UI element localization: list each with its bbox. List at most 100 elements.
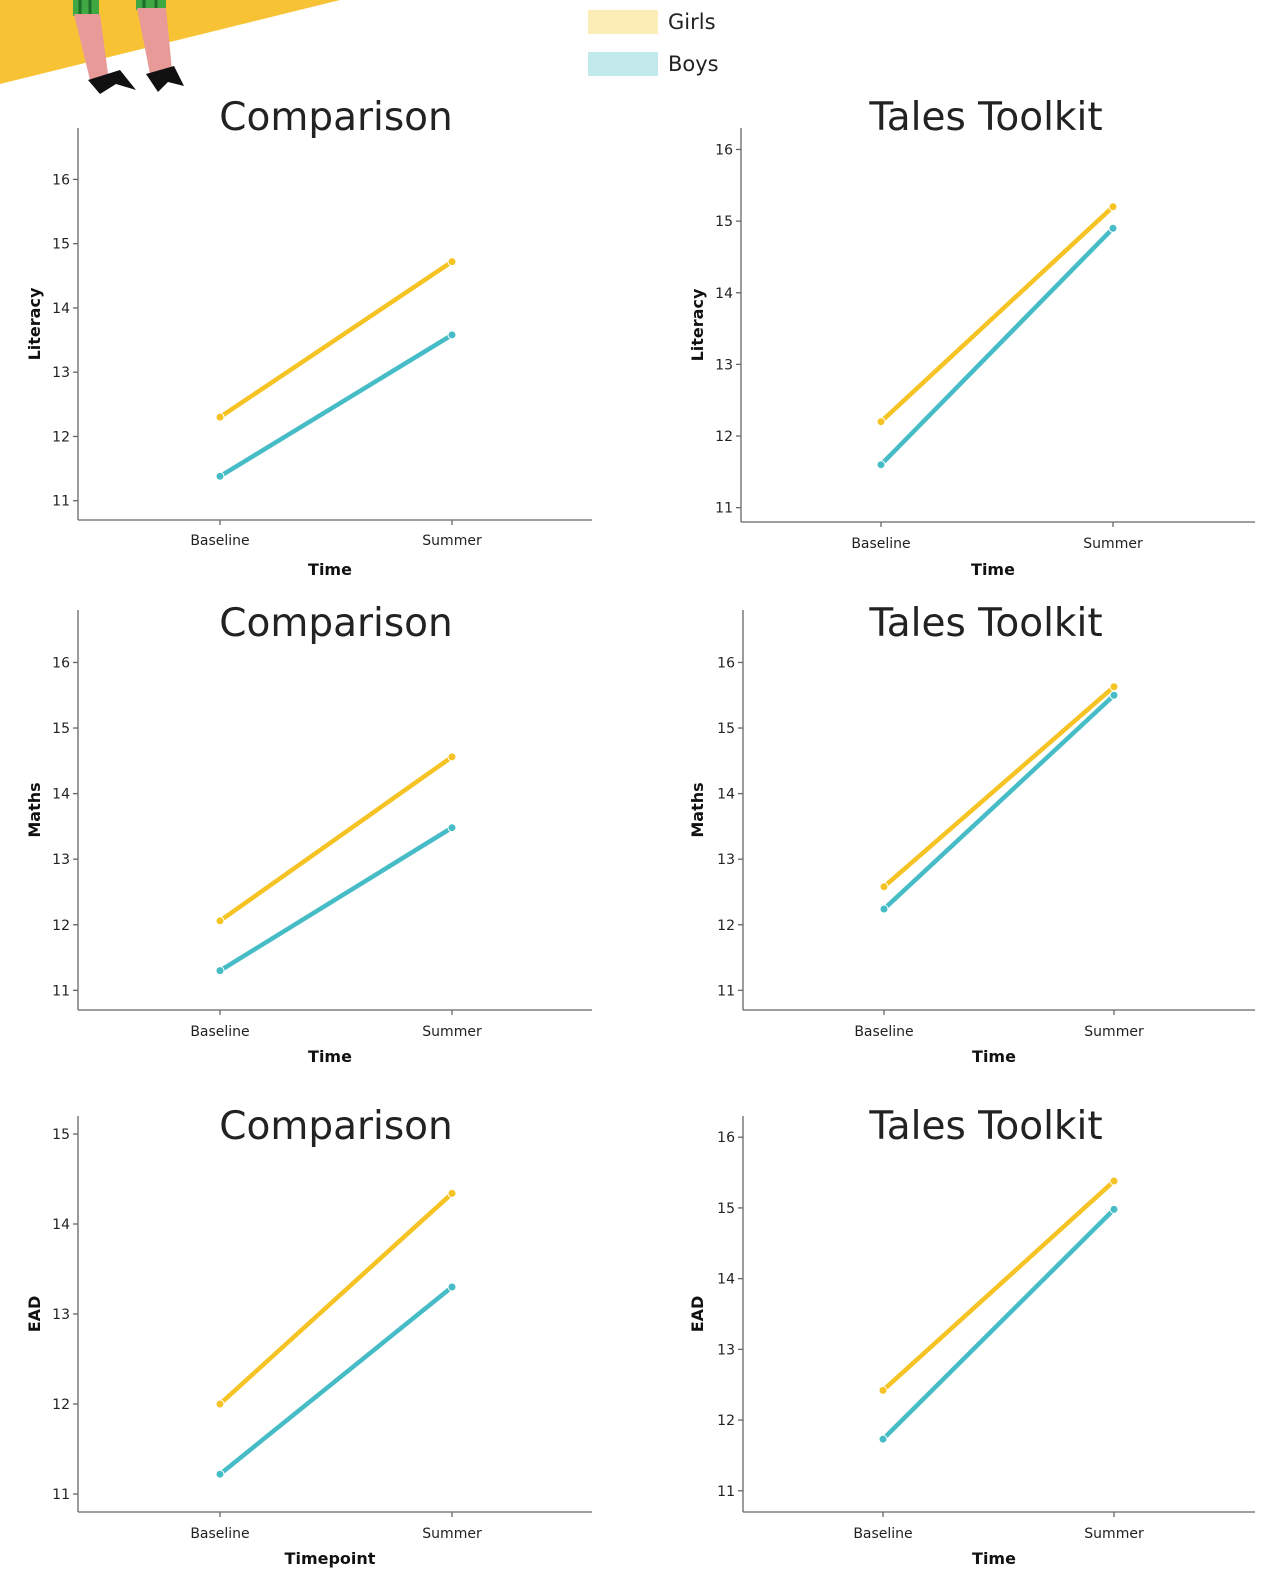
y-tick-label: 13 bbox=[52, 365, 70, 381]
x-axis-title: Time bbox=[971, 560, 1015, 579]
x-tick-label-baseline: Baseline bbox=[853, 1526, 912, 1542]
x-tick-label-baseline: Baseline bbox=[851, 536, 910, 552]
y-tick-label: 14 bbox=[52, 787, 70, 803]
y-tick-label: 15 bbox=[52, 1127, 70, 1143]
chart-maths-tales-toolkit: Tales Toolkit 11 12 13 14 15 16 Baseline Summer T… bbox=[688, 601, 1255, 1066]
x-tick-label-summer: Summer bbox=[422, 1024, 482, 1040]
x-tick-label-baseline: Baseline bbox=[854, 1024, 913, 1040]
y-tick-label: 12 bbox=[52, 429, 70, 445]
y-tick-label: 13 bbox=[715, 357, 733, 373]
chart-title: Tales Toolkit bbox=[868, 95, 1102, 140]
data-point-boys-baseline bbox=[215, 471, 225, 481]
y-tick-label: 13 bbox=[52, 852, 70, 868]
chart-ead-comparison: Comparison 11 12 13 14 15 Baseline Summer Timepo… bbox=[25, 1104, 592, 1568]
x-tick-label-summer: Summer bbox=[422, 1526, 482, 1542]
series-line-boys bbox=[217, 1284, 455, 1477]
x-axis-title: Time bbox=[308, 1047, 352, 1066]
data-point-girls-baseline bbox=[215, 916, 225, 926]
y-tick-label: 11 bbox=[52, 494, 70, 510]
data-point-boys-summer bbox=[447, 330, 457, 340]
data-point-boys-baseline bbox=[215, 1469, 225, 1479]
y-tick-label: 16 bbox=[717, 655, 735, 671]
series-line-girls bbox=[880, 1178, 1117, 1393]
y-tick-label: 11 bbox=[52, 1487, 70, 1503]
x-axis-title: Time bbox=[308, 560, 352, 579]
legend-swatch-boys bbox=[588, 52, 658, 76]
data-point-girls-baseline bbox=[879, 882, 889, 892]
chart-literacy-tales-toolkit: Tales Toolkit 11 12 13 14 15 16 Baseline Summer T… bbox=[688, 95, 1255, 579]
data-point-girls-summer bbox=[1108, 202, 1118, 212]
legend-item-girls: Girls bbox=[588, 2, 716, 42]
y-tick-label: 16 bbox=[52, 655, 70, 671]
y-tick-label: 11 bbox=[52, 983, 70, 999]
y-tick-label: 16 bbox=[717, 1130, 735, 1146]
x-tick-label-summer: Summer bbox=[422, 533, 482, 549]
data-point-boys-baseline bbox=[215, 966, 225, 976]
data-point-boys-summer bbox=[447, 823, 457, 833]
legend-label-girls: Girls bbox=[668, 10, 716, 34]
y-tick-label: 12 bbox=[717, 1413, 735, 1429]
legend-item-boys: Boys bbox=[588, 44, 719, 84]
legend: Girls Boys bbox=[0, 0, 1278, 100]
y-tick-label: 16 bbox=[715, 142, 733, 158]
chart-title: Comparison bbox=[219, 95, 453, 140]
chart-title: Comparison bbox=[219, 1104, 453, 1149]
series-line-girls bbox=[881, 684, 1117, 889]
y-tick-label: 13 bbox=[717, 1342, 735, 1358]
data-point-boys-summer bbox=[1108, 223, 1118, 233]
data-point-girls-baseline bbox=[876, 417, 886, 427]
series-line-boys bbox=[880, 1207, 1117, 1442]
data-point-girls-baseline bbox=[878, 1385, 888, 1395]
y-tick-label: 11 bbox=[717, 983, 735, 999]
x-axis-title: Timepoint bbox=[285, 1549, 376, 1568]
data-point-boys-baseline bbox=[876, 460, 886, 470]
y-tick-label: 12 bbox=[52, 1397, 70, 1413]
y-axis-title: Literacy bbox=[688, 288, 707, 361]
x-tick-label-summer: Summer bbox=[1084, 1526, 1144, 1542]
data-point-girls-summer bbox=[447, 752, 457, 762]
y-tick-label: 13 bbox=[717, 852, 735, 868]
data-point-girls-summer bbox=[1109, 682, 1119, 692]
y-tick-label: 12 bbox=[52, 918, 70, 934]
data-point-girls-baseline bbox=[215, 1399, 225, 1409]
chart-title: Comparison bbox=[219, 601, 453, 646]
x-tick-label-baseline: Baseline bbox=[190, 533, 249, 549]
y-tick-label: 12 bbox=[715, 429, 733, 445]
y-axis-title: Maths bbox=[688, 782, 707, 837]
x-axis-title: Time bbox=[972, 1549, 1016, 1568]
y-tick-label: 14 bbox=[717, 787, 735, 803]
series-line-girls bbox=[217, 1191, 455, 1407]
y-tick-label: 15 bbox=[52, 721, 70, 737]
data-point-girls-summer bbox=[1109, 1176, 1119, 1186]
x-tick-label-baseline: Baseline bbox=[190, 1024, 249, 1040]
legend-label-boys: Boys bbox=[668, 52, 719, 76]
y-axis-title: EAD bbox=[25, 1296, 44, 1333]
data-point-girls-baseline bbox=[215, 412, 225, 422]
y-axis-title: Literacy bbox=[25, 287, 44, 360]
y-axis-title: Maths bbox=[25, 782, 44, 837]
data-point-girls-summer bbox=[447, 1188, 457, 1198]
legend-swatch-girls bbox=[588, 10, 658, 34]
cartoon-legs-with-hooves-icon bbox=[73, 0, 184, 94]
y-tick-label: 14 bbox=[52, 1217, 70, 1233]
data-point-boys-summer bbox=[1109, 1204, 1119, 1214]
series-line-girls bbox=[217, 259, 455, 420]
x-tick-label-baseline: Baseline bbox=[190, 1526, 249, 1542]
chart-literacy-comparison: Comparison 11 12 13 14 15 16 Baseline Summer Time… bbox=[25, 95, 592, 579]
series-line-boys bbox=[217, 825, 455, 973]
y-tick-label: 11 bbox=[715, 501, 733, 517]
x-tick-label-summer: Summer bbox=[1083, 536, 1143, 552]
series-line-girls bbox=[217, 754, 455, 924]
data-point-girls-summer bbox=[447, 257, 457, 267]
decorative-illustration bbox=[0, 0, 340, 94]
series-line-boys bbox=[878, 226, 1116, 467]
y-tick-label: 12 bbox=[717, 918, 735, 934]
series-line-boys bbox=[881, 692, 1117, 912]
chart-title: Tales Toolkit bbox=[868, 1104, 1102, 1149]
y-tick-label: 15 bbox=[717, 721, 735, 737]
data-point-boys-summer bbox=[447, 1282, 457, 1292]
y-tick-label: 11 bbox=[717, 1484, 735, 1500]
y-tick-label: 15 bbox=[717, 1201, 735, 1217]
x-tick-label-summer: Summer bbox=[1084, 1024, 1144, 1040]
y-tick-label: 16 bbox=[52, 172, 70, 188]
